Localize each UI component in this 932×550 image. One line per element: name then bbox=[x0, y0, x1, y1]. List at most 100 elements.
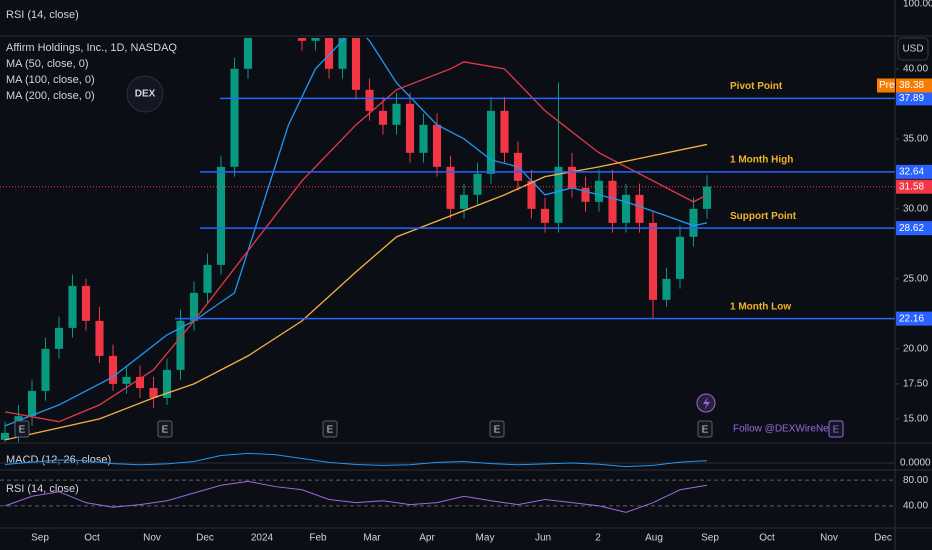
candle-body bbox=[338, 38, 347, 69]
candle-body bbox=[527, 180, 536, 209]
y-tick-label: 40.00 bbox=[903, 63, 928, 74]
candle-body bbox=[108, 355, 118, 384]
level-price: 28.62 bbox=[899, 223, 924, 234]
premarket-box bbox=[896, 78, 932, 93]
x-tick-label: Nov bbox=[143, 533, 161, 544]
y-tick-label: 25.00 bbox=[903, 274, 928, 285]
x-tick-label: Dec bbox=[874, 533, 892, 544]
annotation: Follow @DEXWireNews bbox=[733, 424, 841, 435]
candle-body bbox=[135, 376, 145, 389]
candle-body bbox=[459, 194, 469, 209]
candle-body bbox=[608, 180, 617, 223]
candle-body bbox=[351, 38, 361, 90]
x-tick-label: Nov bbox=[820, 533, 838, 544]
level-name: Support Point bbox=[730, 211, 797, 222]
legend-entry: MA (200, close, 0) bbox=[6, 90, 95, 102]
candle-body bbox=[203, 264, 212, 293]
candle-body bbox=[621, 194, 631, 223]
candle-body bbox=[189, 292, 199, 321]
earnings-marker bbox=[14, 420, 30, 438]
x-tick-label: Aug bbox=[645, 533, 663, 544]
earnings-label: E bbox=[702, 425, 709, 436]
moving-average bbox=[4, 61, 708, 423]
x-tick-label: May bbox=[476, 533, 495, 544]
candle-body bbox=[122, 376, 131, 384]
candle-body bbox=[419, 124, 428, 153]
candle-body bbox=[378, 110, 388, 125]
x-tick-label: Oct bbox=[759, 533, 775, 544]
level-name: 1 Month High bbox=[730, 155, 793, 166]
premarket-tag-box bbox=[877, 78, 895, 93]
moving-average bbox=[4, 143, 708, 441]
x-tick-label: 2024 bbox=[251, 533, 274, 544]
candle-body bbox=[540, 208, 550, 223]
y-tick-label: 35.00 bbox=[903, 133, 928, 144]
candle-body bbox=[432, 124, 442, 167]
candle-body bbox=[486, 110, 496, 174]
candle-body bbox=[311, 38, 320, 41]
candle-body bbox=[243, 38, 253, 69]
x-tick-label: Mar bbox=[363, 533, 381, 544]
candle-body bbox=[567, 166, 577, 188]
level-price-box bbox=[896, 221, 932, 236]
candle-body bbox=[689, 208, 698, 237]
candle-body bbox=[54, 327, 64, 349]
candle-body bbox=[81, 285, 91, 321]
candle-body bbox=[297, 38, 307, 41]
legend-entry: MA (50, close, 0) bbox=[6, 58, 89, 70]
earnings-label: E bbox=[494, 425, 501, 436]
flash-icon-bolt bbox=[703, 397, 710, 410]
candle-body bbox=[581, 187, 590, 202]
premarket-tag: Pre bbox=[879, 80, 895, 91]
level-price-box bbox=[896, 164, 932, 179]
macd-tick: 0.0000 bbox=[900, 458, 931, 469]
rsi-top-title: RSI (14, close) bbox=[6, 9, 79, 21]
y-tick-label: 15.00 bbox=[903, 414, 928, 425]
y-tick-label: 20.00 bbox=[903, 344, 928, 355]
candle-body bbox=[0, 432, 10, 440]
candle-body bbox=[702, 186, 712, 209]
level-price: 22.16 bbox=[899, 313, 924, 324]
candle-body bbox=[675, 236, 685, 279]
candle-body bbox=[216, 166, 226, 265]
x-tick-label: Dec bbox=[196, 533, 214, 544]
moving-average bbox=[4, 38, 708, 427]
x-tick-label: Feb bbox=[309, 533, 327, 544]
x-tick-label: Oct bbox=[84, 533, 100, 544]
earnings-label: E bbox=[833, 425, 840, 436]
candle-body bbox=[68, 285, 77, 328]
earnings-marker bbox=[157, 420, 173, 438]
earnings-label: E bbox=[19, 425, 26, 436]
last-price-box bbox=[896, 179, 932, 194]
candle-body bbox=[324, 38, 334, 69]
level-price-box bbox=[896, 311, 932, 326]
rsi-tick: 80.00 bbox=[903, 475, 928, 486]
candle-body bbox=[554, 166, 563, 223]
earnings-label: E bbox=[327, 425, 334, 436]
candle-body bbox=[635, 194, 644, 223]
x-tick-label: Sep bbox=[701, 533, 719, 544]
price-pane bbox=[0, 38, 712, 442]
level-price: 32.64 bbox=[899, 167, 924, 178]
currency-box[interactable] bbox=[897, 37, 929, 61]
candle-body bbox=[392, 103, 401, 125]
candle-body bbox=[405, 103, 415, 153]
level-name: 1 Month Low bbox=[730, 301, 791, 312]
candle-body bbox=[500, 110, 509, 153]
chart-title: Affirm Holdings, Inc., 1D, NASDAQ bbox=[6, 42, 177, 54]
earnings-marker bbox=[697, 420, 713, 438]
x-tick-label: Jun bbox=[535, 533, 551, 544]
candle-body bbox=[41, 348, 50, 391]
candle-body bbox=[473, 173, 482, 195]
level-name: Pivot Point bbox=[730, 81, 783, 92]
candle-body bbox=[27, 390, 37, 417]
premarket-price: 38.38 bbox=[899, 80, 924, 91]
y-tick-label: 30.00 bbox=[903, 203, 928, 214]
level-price-box bbox=[896, 91, 932, 106]
rsi-top-tick: 100.00 bbox=[903, 0, 932, 10]
level-price: 37.89 bbox=[899, 93, 924, 104]
candle-body bbox=[594, 180, 604, 202]
x-tick-label: Sep bbox=[31, 533, 49, 544]
earnings-marker bbox=[828, 420, 844, 438]
